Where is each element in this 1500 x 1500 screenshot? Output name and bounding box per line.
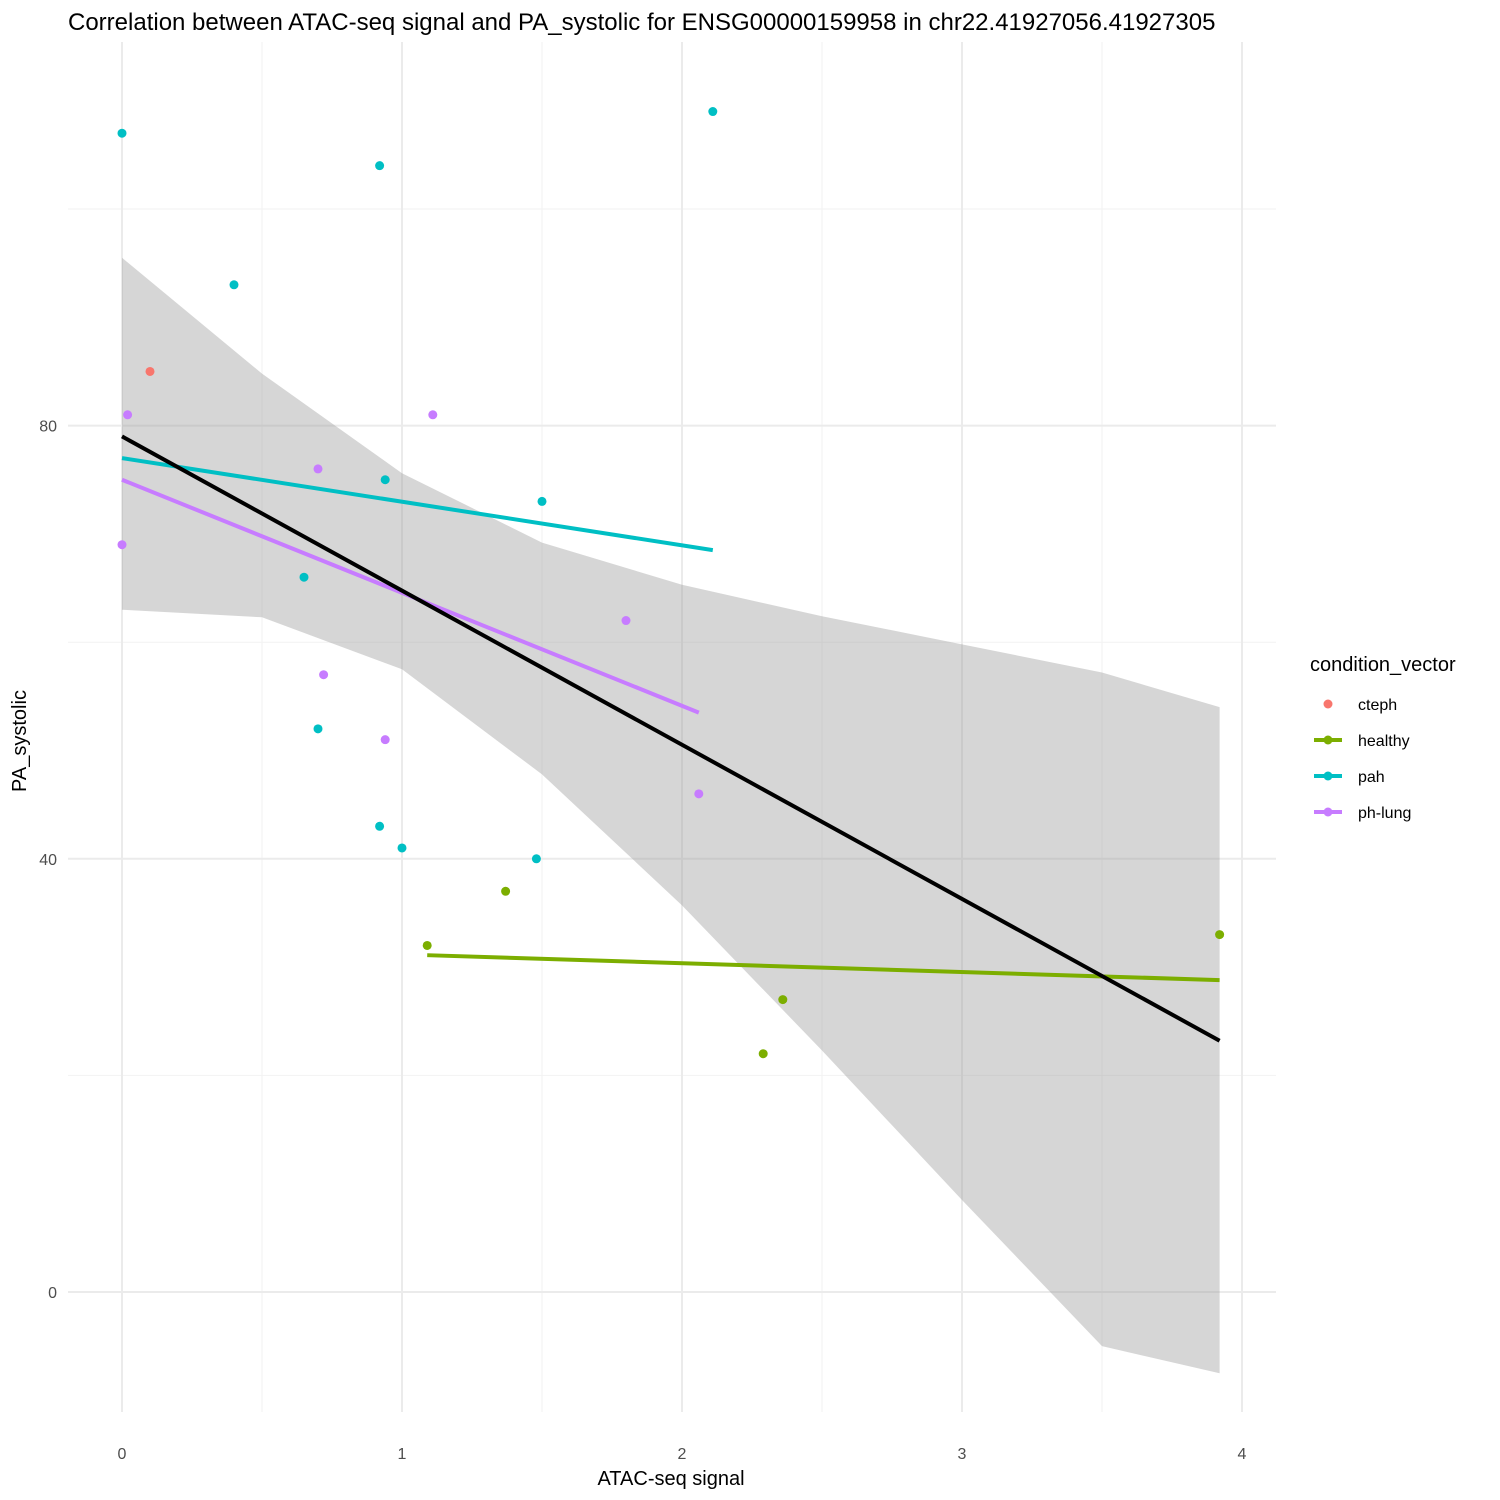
- legend-key-point: [1323, 771, 1333, 781]
- x-axis-title: ATAC-seq signal: [597, 1468, 744, 1490]
- point-healthy: [422, 940, 432, 950]
- point-ph-lung: [117, 540, 127, 550]
- y-tick-label: 0: [48, 1285, 57, 1302]
- point-pah: [229, 280, 239, 290]
- grid: [68, 42, 1276, 1412]
- x-tick-labels: 0 1 2 3 4: [118, 1446, 1247, 1463]
- legend-label: pah: [1358, 769, 1385, 786]
- x-tick-label: 3: [958, 1446, 967, 1463]
- point-pah: [380, 475, 390, 485]
- legend-item-pah: pah: [1314, 769, 1385, 786]
- point-pah: [117, 128, 127, 138]
- point-ph-lung: [428, 410, 438, 420]
- legend-label: ph-lung: [1358, 805, 1411, 822]
- point-pah: [397, 843, 407, 853]
- point-ph-lung: [319, 670, 329, 680]
- point-pah: [313, 724, 323, 734]
- fit-lines: [121, 434, 1221, 1043]
- legend-title: condition_vector: [1310, 654, 1456, 676]
- point-ph-lung: [694, 789, 704, 799]
- fit-line-overall: [121, 434, 1221, 1043]
- fit-line-healthy: [427, 953, 1220, 983]
- y-tick-labels: 0 40 80: [39, 419, 57, 1302]
- y-tick-label: 80: [39, 419, 57, 436]
- point-ph-lung: [621, 616, 631, 626]
- chart-title: Correlation between ATAC-seq signal and …: [68, 9, 1215, 36]
- legend-item-cteph: cteph: [1323, 697, 1397, 714]
- point-pah: [375, 161, 385, 171]
- point-healthy: [1215, 930, 1225, 940]
- point-pah: [531, 854, 541, 864]
- legend-key-point: [1323, 735, 1333, 745]
- point-ph-lung: [380, 735, 390, 745]
- y-tick-label: 40: [39, 852, 57, 869]
- x-tick-label: 2: [678, 1446, 687, 1463]
- confidence-band: [122, 257, 1220, 1374]
- point-ph-lung: [123, 410, 133, 420]
- y-axis-title: PA_systolic: [9, 690, 31, 792]
- legend-key-point: [1323, 699, 1333, 709]
- point-pah: [537, 496, 547, 506]
- point-pah: [299, 572, 309, 582]
- point-healthy: [501, 886, 511, 896]
- x-tick-label: 1: [398, 1446, 407, 1463]
- legend: condition_vector cteph healthy pah ph-lung: [1310, 654, 1456, 822]
- legend-item-healthy: healthy: [1314, 733, 1410, 750]
- x-tick-label: 4: [1238, 1446, 1247, 1463]
- point-cteph: [145, 366, 155, 376]
- fit-line-pah: [121, 456, 714, 553]
- data-points: [117, 107, 1225, 1059]
- legend-label: healthy: [1358, 733, 1410, 750]
- legend-label: cteph: [1358, 697, 1397, 714]
- point-ph-lung: [313, 464, 323, 474]
- legend-item-ph-lung: ph-lung: [1314, 805, 1411, 822]
- x-tick-label: 0: [118, 1446, 127, 1463]
- point-pah: [708, 107, 718, 117]
- point-pah: [375, 821, 385, 831]
- legend-key-point: [1323, 807, 1333, 817]
- point-healthy: [778, 995, 788, 1005]
- confidence-band-area: [122, 257, 1220, 1374]
- point-healthy: [758, 1049, 768, 1059]
